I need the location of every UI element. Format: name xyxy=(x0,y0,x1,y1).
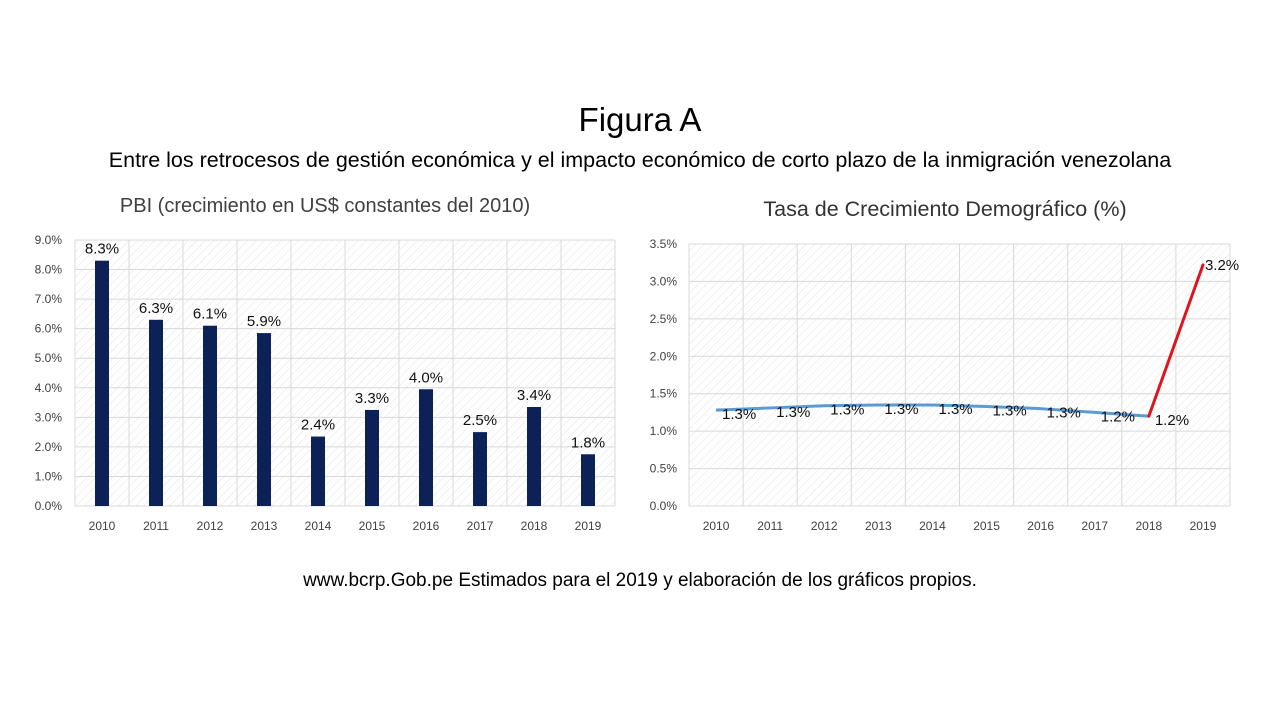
data-label: 5.9% xyxy=(247,313,281,330)
data-label: 3.3% xyxy=(355,390,389,407)
data-label: 2.5% xyxy=(463,412,497,429)
data-label: 1.3% xyxy=(938,401,972,418)
x-tick-label: 2013 xyxy=(865,519,892,533)
x-tick-label: 2011 xyxy=(757,519,783,533)
y-tick-label: 1.5% xyxy=(650,387,678,401)
data-label: 1.3% xyxy=(776,404,810,421)
bar xyxy=(257,333,271,506)
data-label: 4.0% xyxy=(409,369,443,386)
x-tick-label: 2012 xyxy=(811,519,838,533)
x-tick-label: 2012 xyxy=(197,519,224,533)
bar xyxy=(473,432,487,506)
x-tick-label: 2019 xyxy=(575,519,602,533)
y-tick-label: 0.0% xyxy=(35,499,63,513)
bar xyxy=(419,389,433,506)
data-label: 1.3% xyxy=(993,402,1027,419)
bar xyxy=(203,325,217,506)
y-tick-label: 2.5% xyxy=(650,312,678,326)
bar xyxy=(311,436,325,506)
x-tick-label: 2019 xyxy=(1190,519,1217,533)
series-line-highlight xyxy=(1147,263,1205,418)
bar xyxy=(365,409,379,506)
y-tick-label: 4.0% xyxy=(35,381,63,395)
data-label: 1.3% xyxy=(1047,405,1081,422)
x-tick-label: 2016 xyxy=(1027,519,1054,533)
population-line-chart: 0.0% 0.5% 1.0% 1.5% 2.0% 2.5% 3.0% 3.5% 1.3% 2010… xyxy=(650,237,1240,533)
x-tick-label: 2018 xyxy=(521,519,548,533)
data-label: 6.3% xyxy=(139,300,173,317)
bar xyxy=(149,319,163,506)
y-tick-label: 1.0% xyxy=(650,424,678,438)
x-tick-label: 2018 xyxy=(1135,519,1162,533)
series-line xyxy=(715,403,1149,418)
y-tick-label: 3.5% xyxy=(650,237,678,251)
pbi-chart-title: PBI (crecimiento en US$ constantes del 2… xyxy=(119,195,531,217)
x-tick-label: 2014 xyxy=(919,519,946,533)
y-tick-label: 1.0% xyxy=(35,469,63,483)
source-note: www.bcrp.Gob.pe Estimados para el 2019 y… xyxy=(303,570,977,591)
data-label: 1.3% xyxy=(884,401,918,418)
data-label: 6.1% xyxy=(193,306,227,323)
y-tick-label: 0.0% xyxy=(650,499,678,513)
data-label: 3.2% xyxy=(1205,257,1239,274)
data-label: 1.2% xyxy=(1155,412,1189,429)
population-chart-title: Tasa de Crecimiento Demográfico (%) xyxy=(763,197,1127,221)
data-label: 1.2% xyxy=(1101,408,1135,425)
y-tick-label: 8.0% xyxy=(35,263,63,277)
y-tick-label: 6.0% xyxy=(35,322,63,336)
data-label: 2.4% xyxy=(301,417,335,434)
figure-subtitle: Entre los retrocesos de gestión económic… xyxy=(108,148,1172,172)
data-label: 8.3% xyxy=(85,241,119,258)
x-tick-label: 2010 xyxy=(703,519,730,533)
y-tick-label: 9.0% xyxy=(35,233,63,247)
x-tick-label: 2014 xyxy=(305,519,332,533)
data-label: 3.4% xyxy=(517,387,551,404)
bar xyxy=(527,406,541,506)
x-tick-label: 2015 xyxy=(359,519,386,533)
x-tick-label: 2015 xyxy=(973,519,1000,533)
pbi-bar-chart: 0.0% 1.0% 2.0% 3.0% 4.0% 5.0% 6.0% 7.0% 8.0% 9.0%… xyxy=(35,233,616,533)
y-tick-label: 3.0% xyxy=(650,274,678,288)
x-tick-label: 2017 xyxy=(467,519,494,533)
y-tick-label: 0.5% xyxy=(650,462,678,476)
y-tick-label: 5.0% xyxy=(35,351,63,365)
y-tick-label: 7.0% xyxy=(35,292,63,306)
y-tick-label: 3.0% xyxy=(35,410,63,424)
figure-title: Figura A xyxy=(578,101,702,138)
x-tick-label: 2017 xyxy=(1081,519,1108,533)
data-label: 1.3% xyxy=(830,402,864,419)
x-tick-label: 2011 xyxy=(143,519,169,533)
y-tick-label: 2.0% xyxy=(650,349,678,363)
bar xyxy=(95,260,109,506)
data-label: 1.3% xyxy=(722,406,756,423)
x-tick-label: 2010 xyxy=(89,519,116,533)
x-tick-label: 2013 xyxy=(251,519,278,533)
data-label: 1.8% xyxy=(571,434,605,451)
bar xyxy=(581,454,595,506)
y-tick-label: 2.0% xyxy=(35,440,63,454)
x-tick-label: 2016 xyxy=(413,519,440,533)
